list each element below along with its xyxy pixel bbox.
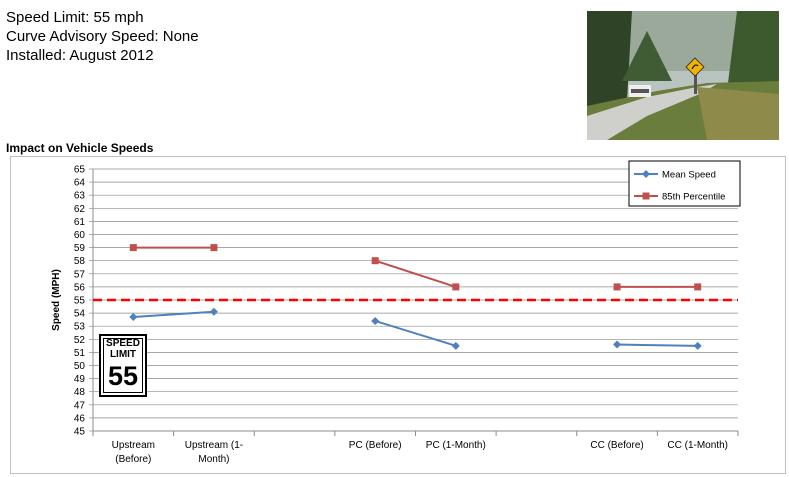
sign-inner-border [103,338,143,393]
y-tick-label: 59 [74,243,86,254]
y-tick-label: 50 [74,361,86,372]
series-layer [129,244,702,350]
legend-marker [642,170,650,178]
y-tick-label: 65 [74,165,86,176]
data-point [693,341,702,350]
data-point [613,340,622,349]
y-tick-label: 64 [74,178,86,189]
y-axis-label: Speed (MPH) [51,269,62,331]
series-85th-percentile [129,244,702,291]
installed-date-text: Installed: August 2012 [6,47,154,64]
x-tick-label: CC (Before) [590,440,643,451]
x-tick-label: (Before) [115,454,151,465]
road-photo [587,11,779,140]
data-point [613,283,621,291]
series-line-segment [374,320,457,347]
y-tick-label: 56 [74,282,86,293]
x-tick-label: Upstream (1- [185,440,243,451]
speed-chart: 45 46 47 48 49 50 51 52 53 54 55 56 57 58 59 60 61 62 63 64… [51,160,741,465]
y-tick-label: 63 [74,191,86,202]
y-tick-label: 51 [74,348,86,359]
y-tick-label: 55 [74,296,86,307]
x-tick-label: CC (1-Month) [667,440,728,451]
series-line-segment [133,310,215,319]
series-line-segment [617,343,698,347]
speed-limit-sign: SPEED LIMIT 55 [99,334,147,397]
y-tick-labels: 45 46 47 48 49 50 51 52 53 54 55 56 57 58 59 60 61 62 63 64… [74,165,86,438]
y-tick-label: 62 [74,204,86,215]
section-title: Impact on Vehicle Speeds [6,141,154,155]
legend: Mean Speed 85th Percentile [628,160,741,207]
data-point [451,341,460,350]
series-mean-speed [129,307,702,350]
data-point [452,283,460,291]
y-tick-label: 47 [74,400,86,411]
data-point [210,244,218,252]
y-tick-label: 52 [74,335,86,346]
y-tick-label: 57 [74,269,86,280]
y-tick-label: 49 [74,374,86,385]
series-line-segment [374,259,457,288]
legend-label: Mean Speed [662,170,716,181]
y-tick-label: 46 [74,413,86,424]
y-tick-label: 61 [74,217,86,228]
x-tick-label: PC (Before) [349,440,402,451]
y-tick-label: 54 [74,309,86,320]
data-point [209,307,218,316]
sign-line-1: SPEED [106,338,140,349]
y-tick-label: 45 [74,427,86,438]
y-tick-label: 53 [74,322,86,333]
curve-advisory-text: Curve Advisory Speed: None [6,28,199,45]
x-tick-label: PC (1-Month) [426,440,486,451]
y-tick-label: 48 [74,387,86,398]
data-point [129,313,138,322]
site-info: Speed Limit: 55 mph Curve Advisory Speed… [6,8,199,65]
data-point [371,316,380,325]
axes [92,169,739,436]
data-point [371,257,379,265]
speed-limit-text: Speed Limit: 55 mph [6,9,144,26]
x-tick-label: Upstream [112,440,155,451]
y-tick-label: 60 [74,230,86,241]
sign-number: 55 [107,361,139,391]
legend-marker [642,192,650,200]
sign-line-2: LIMIT [109,349,137,360]
data-point [694,283,702,291]
x-tick-label: Month) [198,454,229,465]
y-tick-label: 58 [74,256,86,267]
data-point [129,244,137,252]
x-tick-labels: Upstream (Before) Upstream (1- Month) PC (Be… [112,440,728,465]
legend-label: 85th Percentile [662,192,725,203]
chart-frame: 45 46 47 48 49 50 51 52 53 54 55 56 57 58 59 60 61 62 63 64… [10,156,786,474]
